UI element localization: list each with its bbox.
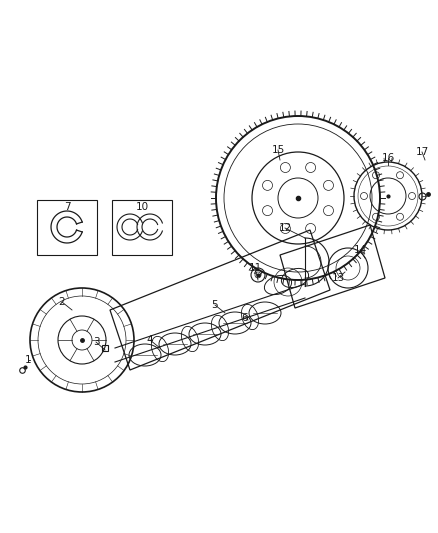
Text: 17: 17 — [415, 147, 429, 157]
Text: 16: 16 — [381, 153, 395, 163]
Bar — [112, 200, 172, 255]
Text: 5: 5 — [212, 300, 218, 310]
Text: 6: 6 — [242, 313, 248, 323]
Text: 12: 12 — [279, 223, 292, 233]
Text: 1: 1 — [25, 355, 31, 365]
Text: 11: 11 — [248, 263, 261, 273]
Text: 7: 7 — [64, 202, 71, 212]
Text: 13: 13 — [332, 273, 345, 283]
Text: 3: 3 — [93, 337, 99, 347]
Text: 10: 10 — [135, 202, 148, 212]
Text: 4: 4 — [147, 335, 153, 345]
Text: 14: 14 — [353, 245, 367, 255]
Text: 2: 2 — [59, 297, 65, 307]
Bar — [37, 200, 97, 255]
Text: 15: 15 — [272, 145, 285, 155]
